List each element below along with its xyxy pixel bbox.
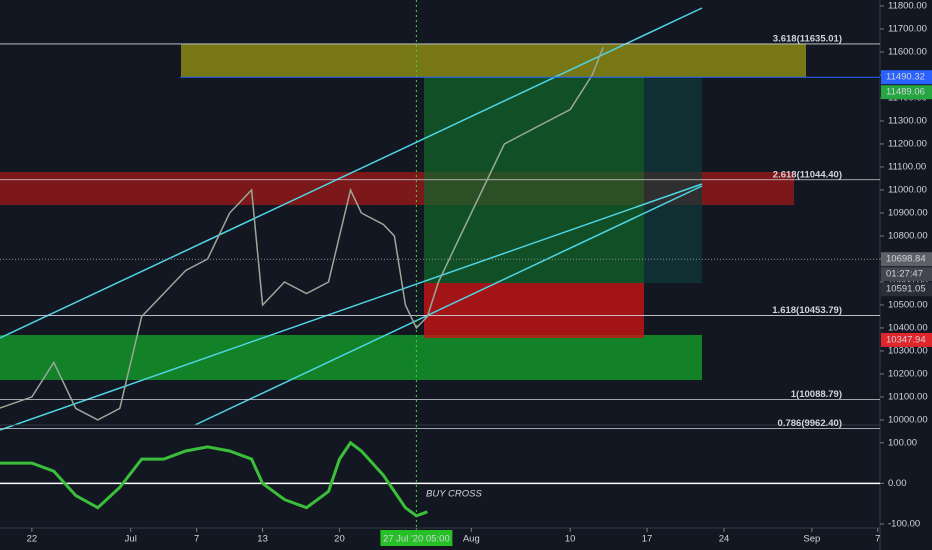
channel-top — [0, 7, 703, 339]
support-zone — [0, 335, 702, 380]
loss-zone — [424, 283, 644, 338]
price-tag: 10591.05 — [881, 282, 932, 297]
countdown: 01:27:47 — [886, 269, 923, 280]
y-tick-label: 11700.00 — [888, 23, 927, 34]
countdown-bg — [881, 267, 932, 282]
y-tick-label: 10200.00 — [888, 368, 928, 379]
price-tag-bg — [881, 70, 932, 85]
x-tick-label: 13 — [257, 534, 268, 545]
x-highlight — [380, 530, 453, 546]
y-tick-label: 11800.00 — [888, 0, 927, 11]
channel-mid — [0, 183, 703, 431]
annotation: BUY CROSS — [426, 489, 482, 500]
y-tick-label: 10800.00 — [888, 230, 928, 241]
fib-label: 0.786(9962.40) — [778, 418, 842, 429]
x-tick-label: 27 Jul '20 05:00 — [383, 534, 450, 545]
x-tick-label: Aug — [463, 534, 480, 545]
y-tick-label: 10600.00 — [888, 276, 928, 287]
price-tag-bg — [881, 252, 932, 267]
fib-label: 3.618(11635.01) — [773, 33, 842, 44]
x-tick-label: Sep — [803, 534, 820, 545]
channel-bottom — [194, 185, 703, 426]
y-tick-label: 10900.00 — [888, 207, 928, 218]
x-tick-label: Jul — [125, 534, 137, 545]
x-tick-label: 22 — [27, 534, 38, 545]
x-tick-label: 17 — [642, 534, 653, 545]
fib-label: 1(10088.79) — [791, 389, 842, 400]
price-tag-bg — [881, 85, 932, 100]
price-tag-label: 10591.05 — [886, 284, 926, 295]
price-line — [0, 47, 604, 421]
price-tag-label: 10698.84 — [886, 254, 926, 265]
price-tag-label: 10347.94 — [886, 334, 926, 345]
fib-label: 1.618(10453.79) — [772, 305, 842, 316]
y-tick-label: 10500.00 — [888, 299, 928, 310]
y-tick-label: 10000.00 — [888, 414, 928, 425]
x-tick-label: 7 — [194, 534, 199, 545]
channel — [0, 7, 703, 431]
x-tick-label: 20 — [334, 534, 345, 545]
y-tick-label: 11100.00 — [888, 161, 926, 172]
target-zone — [181, 44, 806, 77]
y-tick-label: 10100.00 — [888, 391, 928, 402]
price-tag: 10347.94 — [881, 332, 932, 347]
price-tag: 10698.84 — [881, 252, 932, 267]
price-tag-bg — [881, 332, 932, 347]
price-tag: 11489.06 — [881, 85, 932, 100]
y-tick-label: 10300.00 — [888, 345, 928, 356]
price-tag-label: 11490.32 — [886, 72, 925, 83]
price-tag-bg — [881, 282, 932, 297]
price-tag-label: 11489.06 — [886, 87, 925, 98]
price-tag: 11490.32 — [881, 70, 932, 85]
y-tick-label: 11200.00 — [888, 138, 927, 149]
y-tick-label: 11300.00 — [888, 115, 927, 126]
y-tick-label: 11000.00 — [888, 184, 927, 195]
price-line — [0, 440, 428, 518]
x-tick-label: 24 — [719, 534, 730, 545]
y-tick-label: 0.00 — [888, 478, 907, 489]
y-tick-label: -100.00 — [888, 518, 920, 529]
y-tick-label: 10400.00 — [888, 322, 928, 333]
x-tick-label: 7 — [875, 534, 880, 545]
x-tick-label: 10 — [565, 534, 576, 545]
y-tick-label: 11600.00 — [888, 46, 927, 57]
y-tick-label: 100.00 — [888, 437, 917, 448]
fib-label: 2.618(11044.40) — [773, 169, 842, 180]
